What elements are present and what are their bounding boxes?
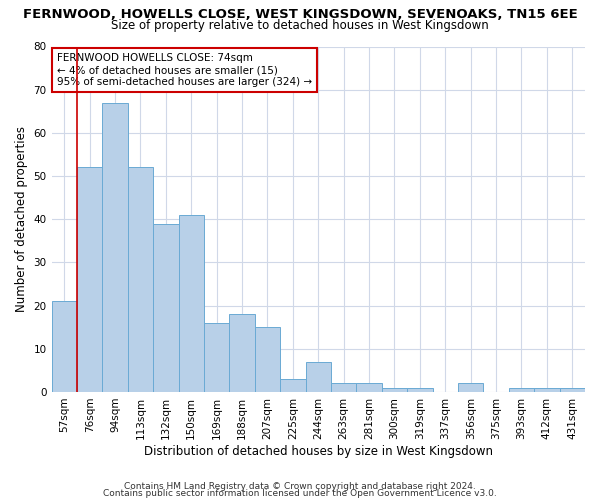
Bar [458, 384, 484, 392]
Text: Contains HM Land Registry data © Crown copyright and database right 2024.: Contains HM Land Registry data © Crown c… [124, 482, 476, 491]
Bar [407, 388, 433, 392]
Bar [103, 102, 128, 392]
Bar [128, 168, 153, 392]
Text: FERNWOOD, HOWELLS CLOSE, WEST KINGSDOWN, SEVENOAKS, TN15 6EE: FERNWOOD, HOWELLS CLOSE, WEST KINGSDOWN,… [23, 8, 577, 20]
Y-axis label: Number of detached properties: Number of detached properties [15, 126, 28, 312]
X-axis label: Distribution of detached houses by size in West Kingsdown: Distribution of detached houses by size … [144, 444, 493, 458]
Bar [509, 388, 534, 392]
Bar [204, 323, 229, 392]
Text: Contains public sector information licensed under the Open Government Licence v3: Contains public sector information licen… [103, 489, 497, 498]
Bar [356, 384, 382, 392]
Text: FERNWOOD HOWELLS CLOSE: 74sqm
← 4% of detached houses are smaller (15)
95% of se: FERNWOOD HOWELLS CLOSE: 74sqm ← 4% of de… [57, 54, 312, 86]
Bar [153, 224, 179, 392]
Bar [179, 215, 204, 392]
Bar [52, 302, 77, 392]
Text: Size of property relative to detached houses in West Kingsdown: Size of property relative to detached ho… [111, 19, 489, 32]
Bar [534, 388, 560, 392]
Bar [305, 362, 331, 392]
Bar [255, 327, 280, 392]
Bar [229, 314, 255, 392]
Bar [382, 388, 407, 392]
Bar [280, 379, 305, 392]
Bar [77, 168, 103, 392]
Bar [560, 388, 585, 392]
Bar [331, 384, 356, 392]
